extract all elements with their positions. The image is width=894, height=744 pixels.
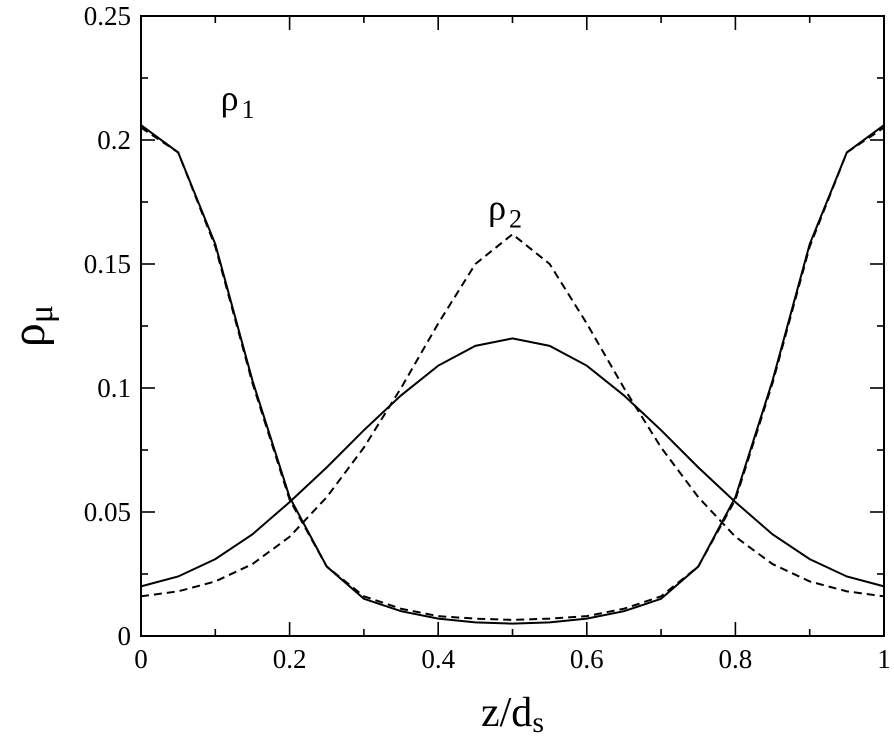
y-tick-label: 0.15: [84, 249, 131, 279]
y-axis-title: ρμ: [2, 305, 60, 347]
y-axis-title-main: ρ: [2, 323, 55, 347]
annotation-main: ρ: [221, 78, 239, 118]
y-tick-label: 0: [118, 621, 132, 651]
x-tick-label: 0: [134, 644, 148, 674]
x-tick-label: 1: [877, 644, 891, 674]
y-tick-label: 0.25: [84, 1, 131, 31]
y-tick-label: 0.1: [97, 373, 131, 403]
annotation-sub: 2: [509, 204, 522, 233]
x-axis-title: z/ds: [481, 690, 544, 739]
series-line-4: [140, 232, 885, 598]
ticks-group: 0 0.2 0.4 0.6 0.8 1 0 0.05 0.1 0.15 0.2 0.25: [84, 1, 891, 674]
series-line-1: [140, 124, 885, 625]
x-axis-title-sub: s: [532, 706, 544, 739]
x-tick-label: 0.2: [273, 644, 307, 674]
y-tick-label: 0.05: [84, 497, 131, 527]
annotation-main: ρ: [488, 187, 506, 227]
series-line-3: [140, 337, 885, 588]
series-group: [140, 124, 885, 625]
annotations-group: ρ 1ρ 2: [221, 78, 522, 233]
x-tick-label: 0.8: [719, 644, 753, 674]
y-tick-label: 0.2: [97, 125, 131, 155]
x-axis-title-main: z/d: [481, 690, 532, 736]
x-tick-label: 0.4: [421, 644, 455, 674]
annotation-sub: 1: [242, 95, 255, 124]
y-axis-title-sub: μ: [23, 305, 60, 323]
x-tick-label: 0.6: [570, 644, 604, 674]
series-line-2: [140, 126, 885, 621]
